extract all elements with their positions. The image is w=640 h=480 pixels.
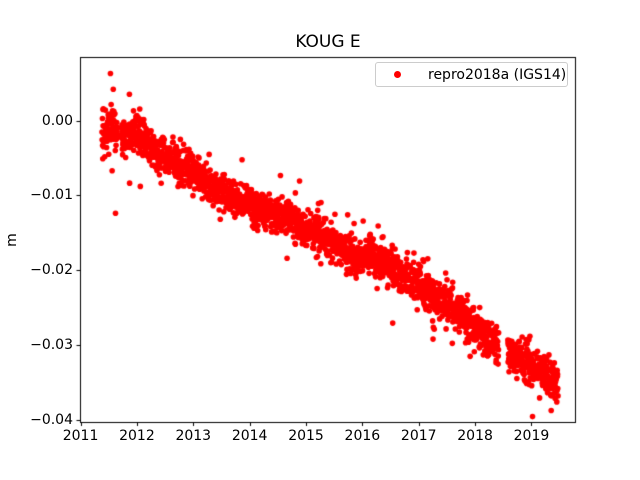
legend-dot-icon: [394, 71, 401, 78]
x-tick-label: 2017: [400, 428, 437, 444]
y-tick-label: −0.02: [30, 262, 73, 279]
y-axis-label: m: [4, 233, 20, 247]
x-tick-label: 2016: [344, 428, 381, 444]
chart-title: KOUG E: [295, 32, 361, 52]
x-tick-label: 2015: [288, 428, 324, 444]
x-tick-label: 2011: [62, 428, 99, 444]
y-tick-label: −0.04: [30, 411, 73, 428]
x-tick-label: 2014: [231, 428, 268, 444]
y-tick-label: 0.00: [41, 112, 73, 129]
y-tick-label: −0.01: [30, 187, 73, 204]
legend: repro2018a (IGS14): [375, 62, 568, 87]
x-tick-label: 2013: [175, 428, 212, 444]
x-tick-label: 2019: [513, 428, 550, 444]
x-tick-label: 2018: [457, 428, 493, 444]
legend-label: repro2018a (IGS14): [428, 66, 567, 83]
y-tick-label: −0.03: [30, 336, 73, 353]
x-tick-label: 2012: [119, 428, 155, 444]
